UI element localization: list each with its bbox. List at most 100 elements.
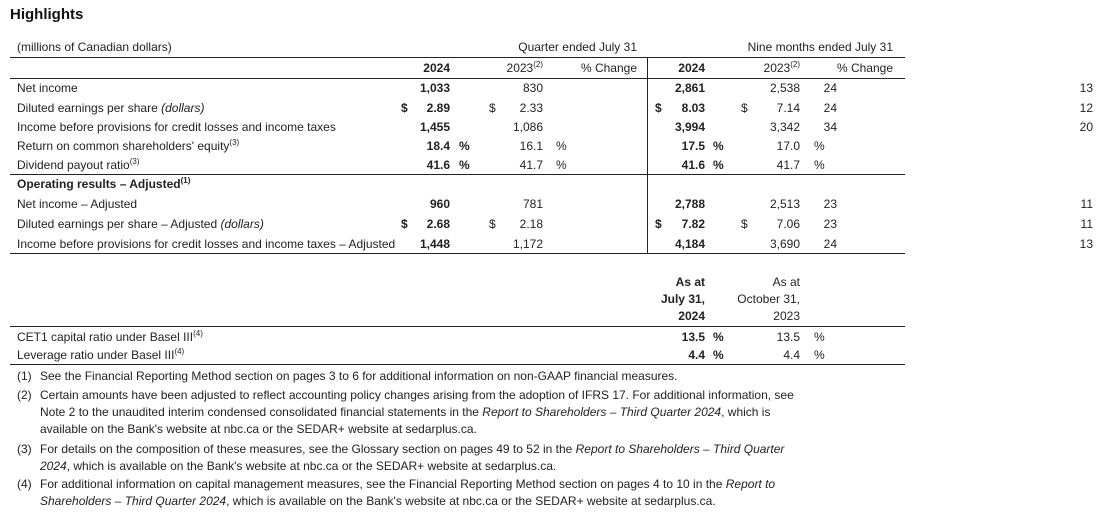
n-change-value: 11 [1080,217,1093,231]
q2024-value: 41.6 [426,158,450,172]
n2023-value: 3,690 [769,237,800,251]
q2023-value: 781 [522,197,543,211]
footnote-text: See the Financial Reporting Method secti… [40,369,678,383]
divider [10,78,905,79]
as-at-2023-value: 4.4 [783,348,800,362]
q2024-value: 2.68 [426,217,450,231]
table-row: Diluted earnings per share – Adjusted (d… [0,215,1120,233]
capital-header: As at July 31, 2024 As at October 31, 2023 [0,274,1120,328]
section-header-row: Operating results – Adjusted(1) [0,175,1120,193]
currency-symbol: $ [489,101,496,115]
divider [10,174,905,175]
q2024-value: 2.89 [426,101,450,115]
q2023-value: 41.7 [519,158,543,172]
q2023-value: 2.18 [519,217,543,231]
currency-symbol: $ [741,217,748,231]
as-at-2024-value: 13.5 [681,330,705,344]
currency-symbol: $ [401,217,408,231]
footnote-text: For details on the composition of these … [40,442,785,473]
n-change-value: 12 [1079,101,1093,115]
column-divider [647,57,648,254]
row-label: Diluted earnings per share – Adjusted (d… [17,217,264,231]
percent-sign: % [814,139,825,153]
percent-sign: % [459,158,470,172]
q2024-value: 1,455 [419,120,450,134]
footnote: (1) See the Financial Reporting Method se… [17,368,817,385]
column-header-row: 2024 2023(2) % Change 2024 2023(2) % Cha… [0,59,1120,77]
table-row: Net income 1,033 830 2,861 2,538 24 13 [0,79,1120,97]
footnote: (2) Certain amounts have been adjusted to… [17,387,817,438]
table-row: Income before provisions for credit loss… [0,235,1120,253]
q2023-value: 16.1 [519,139,543,153]
n2024-value: 41.6 [681,158,705,172]
n2024-value: 4,184 [674,237,705,251]
q2023-value: 2.33 [519,101,543,115]
row-label: Leverage ratio under Basel III(4) [17,347,185,363]
table-row: Diluted earnings per share (dollars) $ $ $ $… [0,99,1120,117]
footnote-text: For additional information on capital ma… [40,477,776,508]
currency-symbol: $ [741,101,748,115]
percent-sign: % [556,139,567,153]
percent-sign: % [713,348,724,362]
row-label: Diluted earnings per share (dollars) [17,101,205,115]
page-title: Highlights [10,6,84,23]
percent-sign: % [814,348,825,362]
nine-months-header: Nine months ended July 31 [747,40,893,54]
divider [10,326,905,327]
n2023-value: 41.7 [776,158,800,172]
q-change-value: 23 [823,197,837,211]
as-at-2024-value: 4.4 [688,348,705,362]
q2023-value: 830 [522,81,543,95]
q2024-value: 1,448 [419,237,450,251]
col-q2023: 2023(2) [506,60,543,76]
n2023-value: 7.14 [776,101,800,115]
n2023-value: 2,513 [769,197,800,211]
table-caption-row: (millions of Canadian dollars) Quarter e… [0,38,1120,56]
q2024-value: 1,033 [419,81,450,95]
n-change-value: 13 [1079,81,1093,95]
divider [10,364,905,365]
n-change-value: 13 [1079,237,1093,251]
q-change-value: 23 [823,217,837,231]
percent-sign: % [713,330,724,344]
percent-sign: % [556,158,567,172]
capital-row: Leverage ratio under Basel III(4) 4.4% 4.4… [0,346,1120,364]
capital-row: CET1 capital ratio under Basel III(4) 13.… [0,328,1120,346]
n2023-value: 7.06 [776,217,800,231]
row-label: Net income – Adjusted [17,197,138,211]
n-change-value: 11 [1080,197,1093,211]
footnote-number: (2) [17,388,32,402]
n2024-value: 17.5 [681,139,705,153]
row-label: CET1 capital ratio under Basel III(4) [17,329,203,345]
percent-sign: % [713,158,724,172]
q2023-value: 1,172 [512,237,543,251]
footnote-number: (4) [17,477,32,491]
percent-sign: % [814,330,825,344]
currency-symbol: $ [655,217,662,231]
q2024-value: 960 [429,197,450,211]
q2024-value: 18.4 [426,139,450,153]
n2023-value: 3,342 [769,120,800,134]
n2023-value: 2,538 [769,81,800,95]
col-q2024: 2024 [423,61,450,75]
footnote: (4) For additional information on capital… [17,476,817,510]
capital-col-a: As at July 31, 2024 [660,275,705,323]
n2024-value: 3,994 [674,120,705,134]
footnote-number: (1) [17,369,32,383]
q-change-value: 24 [823,81,837,95]
row-label: Dividend payout ratio(3) [17,157,140,173]
q2023-value: 1,086 [512,120,543,134]
n-change-value: 20 [1079,120,1093,134]
footnote-text: Certain amounts have been adjusted to re… [40,388,794,436]
col-n-change: % Change [836,61,893,75]
divider [10,253,905,254]
row-label: Income before provisions for credit loss… [17,237,396,251]
col-n2023: 2023(2) [763,60,800,76]
table-row: Net income – Adjusted 960 781 2,788 2,513 23 1… [0,195,1120,213]
q-change-value: 24 [823,101,837,115]
currency-symbol: $ [401,101,408,115]
percent-sign: % [713,139,724,153]
row-label: Return on common shareholders' equity(3) [17,138,240,154]
as-at-2023-value: 13.5 [776,330,800,344]
units-label: (millions of Canadian dollars) [17,40,172,54]
